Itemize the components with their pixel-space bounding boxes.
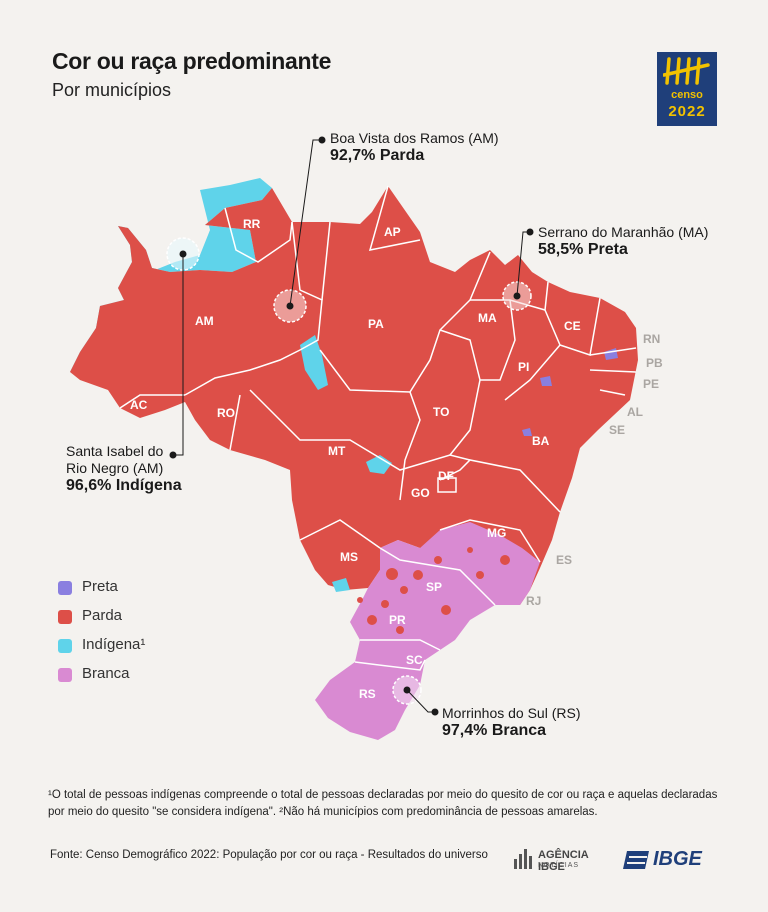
state-label-es: ES	[556, 553, 572, 567]
legend-label: Parda	[82, 607, 123, 624]
state-label-df: DF	[438, 469, 454, 483]
state-label-se: SE	[609, 423, 625, 437]
legend-label: Branca	[82, 665, 130, 682]
state-label-mt: MT	[328, 444, 346, 458]
callout-place: Serrano do Maranhão (MA)	[538, 224, 709, 240]
callout-morrinhos: Morrinhos do Sul (RS) 97,4% Branca	[442, 705, 581, 739]
df-outline	[437, 477, 457, 493]
agencia-ibge-logo: AGÊNCIA IBGE NOTÍCIAS	[514, 847, 610, 873]
censo-2022-logo: censo 2022	[657, 52, 717, 126]
legend-swatch	[58, 668, 72, 682]
state-label-ma: MA	[478, 311, 497, 325]
indigena-patch-para	[300, 335, 328, 390]
callout-place-line1: Santa Isabel do	[66, 443, 164, 459]
callout-boa-vista: Boa Vista dos Ramos (AM) 92,7% Parda	[330, 130, 499, 164]
callout-santa-isabel: Santa Isabel do Rio Negro (AM) 96,6% Ind…	[66, 443, 182, 494]
state-label-sp: SP	[426, 580, 442, 594]
tally-marks-icon	[663, 57, 710, 85]
state-label-am: AM	[195, 314, 214, 328]
callout-value: 58,5% Preta	[538, 241, 628, 258]
legend-swatch	[58, 610, 72, 624]
state-label-sc: SC	[406, 653, 423, 667]
state-label-rr: RR	[243, 217, 261, 231]
callout-value: 96,6% Indígena	[66, 477, 182, 494]
state-borders	[119, 185, 637, 671]
callout-markers	[166, 136, 534, 716]
page-title: Cor ou raça predominante	[52, 48, 332, 74]
state-label-ba: BA	[532, 434, 550, 448]
agencia-text: AGÊNCIA IBGE	[538, 849, 589, 873]
parda-region	[70, 186, 638, 605]
agencia-subtext: NOTÍCIAS	[538, 862, 580, 869]
preta-patch-ba	[522, 428, 532, 436]
logo-text-year: 2022	[668, 103, 706, 120]
footnote: ¹O total de pessoas indígenas compreende…	[48, 789, 718, 818]
state-label-rn: RN	[643, 332, 660, 346]
ibge-logo: IBGE	[621, 848, 721, 872]
callout-value: 92,7% Parda	[330, 147, 425, 164]
state-label-pa: PA	[368, 317, 384, 331]
legend-swatch	[58, 639, 72, 653]
callout-serrano: Serrano do Maranhão (MA) 58,5% Preta	[538, 224, 708, 258]
state-label-ms: MS	[340, 550, 358, 564]
callout-place-line2: Rio Negro (AM)	[66, 460, 164, 476]
preta-patch-pi	[540, 376, 552, 386]
state-label-al: AL	[627, 405, 643, 419]
callout-place: Morrinhos do Sul (RS)	[442, 705, 581, 721]
legend-label: Indígena¹	[82, 636, 146, 653]
state-label-mg: MG	[487, 526, 506, 540]
legend-label: Preta	[82, 578, 118, 595]
indigena-patch-ms	[332, 578, 350, 592]
state-label-go: GO	[411, 486, 430, 500]
branca-region	[315, 522, 540, 740]
callout-value: 97,4% Branca	[442, 722, 547, 739]
ibge-text: IBGE	[653, 848, 702, 870]
state-label-pe: PE	[643, 377, 659, 391]
state-label-pb: PB	[646, 356, 663, 370]
logo-text-censo: censo	[671, 89, 703, 101]
state-label-pi: PI	[518, 360, 529, 374]
parda-patches-south	[357, 547, 510, 634]
state-label-pr: PR	[389, 613, 406, 627]
page-subtitle: Por municípios	[52, 80, 172, 100]
callout-place: Boa Vista dos Ramos (AM)	[330, 130, 499, 146]
state-label-ce: CE	[564, 319, 581, 333]
state-label-ac: AC	[130, 398, 148, 412]
state-label-ro: RO	[217, 406, 235, 420]
state-label-ap: AP	[384, 225, 401, 239]
state-label-rs: RS	[359, 687, 376, 701]
agencia-icon	[514, 849, 532, 869]
state-label-to: TO	[433, 405, 449, 419]
source-text: Fonte: Censo Demográfico 2022: População…	[50, 849, 488, 861]
legend-swatch	[58, 581, 72, 595]
state-label-rj: RJ	[526, 594, 541, 608]
ibge-icon	[623, 851, 649, 869]
indigena-patch-mt	[366, 455, 392, 474]
